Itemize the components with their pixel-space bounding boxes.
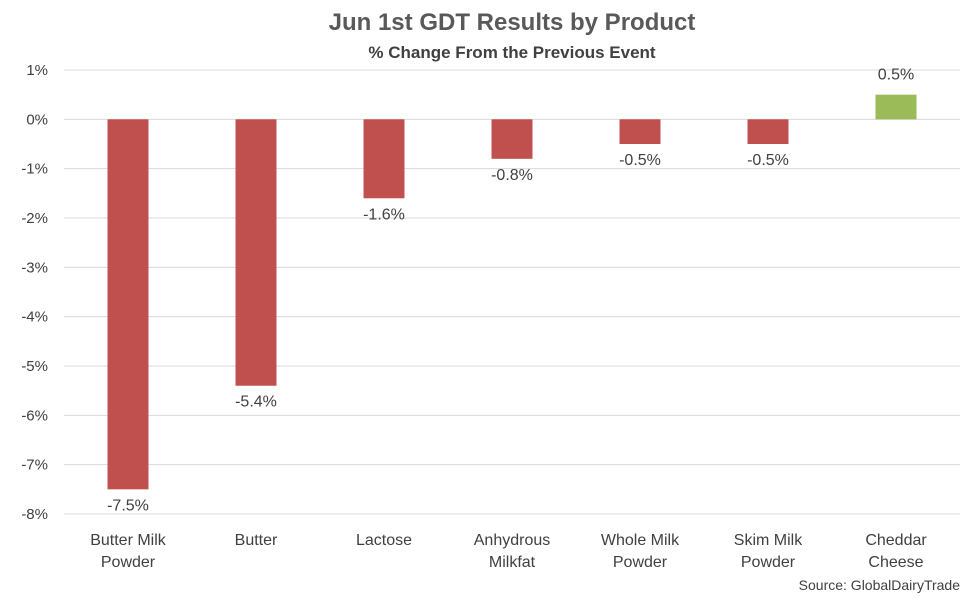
y-tick-label: -2% bbox=[21, 210, 48, 227]
x-axis-categories: Butter Milk Powder Butter Lactose Anhydrous M… bbox=[90, 532, 927, 571]
category-label-line: Anhydrous bbox=[474, 532, 551, 549]
bar bbox=[619, 119, 661, 144]
category-label: Lactose bbox=[356, 532, 412, 549]
chart-title: Jun 1st GDT Results by Product bbox=[329, 9, 696, 36]
y-tick-label: -7% bbox=[21, 457, 48, 474]
data-labels: -7.5% -5.4% -1.6% -0.8% -0.5% -0.5% 0.5% bbox=[107, 67, 914, 515]
category-label-line: Butter Milk bbox=[90, 532, 167, 549]
category-label: Skim Milk Powder bbox=[734, 532, 803, 571]
gridlines bbox=[64, 69, 960, 515]
category-label-line: Powder bbox=[613, 554, 668, 571]
y-tick-label: -4% bbox=[21, 309, 48, 326]
data-label: -1.6% bbox=[363, 206, 405, 223]
bars bbox=[107, 94, 917, 490]
category-label-line: Cheddar bbox=[865, 532, 927, 549]
data-label: -0.5% bbox=[619, 152, 661, 169]
y-tick-label: -6% bbox=[21, 407, 48, 424]
y-tick-label: 1% bbox=[26, 62, 48, 79]
y-tick-label: -5% bbox=[21, 358, 48, 375]
y-tick-label: -8% bbox=[21, 506, 48, 523]
category-label-line: Milkfat bbox=[489, 554, 536, 571]
category-label: Butter bbox=[235, 532, 278, 549]
category-label: Cheddar Cheese bbox=[865, 532, 927, 571]
category-label-line: Lactose bbox=[356, 532, 412, 549]
category-label-line: Powder bbox=[741, 554, 796, 571]
category-label: Butter Milk Powder bbox=[90, 532, 167, 571]
category-label-line: Skim Milk bbox=[734, 532, 803, 549]
category-label-line: Whole Milk bbox=[601, 532, 680, 549]
bar bbox=[363, 119, 405, 199]
chart-subtitle: % Change From the Previous Event bbox=[368, 43, 656, 62]
category-label-line: Butter bbox=[235, 532, 278, 549]
category-label-line: Powder bbox=[101, 554, 156, 571]
bar bbox=[107, 119, 149, 490]
category-label: Anhydrous Milkfat bbox=[474, 532, 551, 571]
y-tick-label: 0% bbox=[26, 111, 48, 128]
source-note: Source: GlobalDairyTrade bbox=[799, 577, 961, 593]
y-tick-label: -3% bbox=[21, 259, 48, 276]
bar bbox=[875, 94, 917, 120]
data-label: -0.5% bbox=[747, 152, 789, 169]
bar bbox=[491, 119, 533, 159]
bar bbox=[235, 119, 277, 386]
y-axis-ticks: 1% 0% -1% -2% -3% -4% -5% -6% -7% -8% bbox=[21, 62, 48, 523]
y-tick-label: -1% bbox=[21, 161, 48, 178]
data-label: -5.4% bbox=[235, 394, 277, 411]
category-label: Whole Milk Powder bbox=[601, 532, 680, 571]
bar bbox=[747, 119, 789, 144]
data-label: -0.8% bbox=[491, 167, 533, 184]
data-label: -7.5% bbox=[107, 497, 149, 514]
data-label: 0.5% bbox=[878, 67, 914, 84]
category-label-line: Cheese bbox=[868, 554, 923, 571]
